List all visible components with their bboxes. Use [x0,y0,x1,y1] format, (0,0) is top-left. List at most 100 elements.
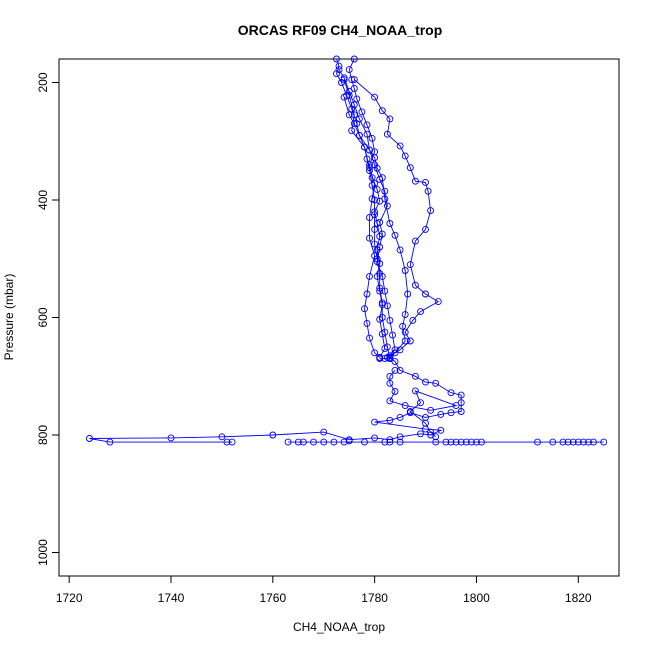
data-point [452,402,460,410]
data-point [411,372,419,380]
data-point [399,322,407,330]
data-point [383,302,391,310]
trace-line-3 [338,69,396,358]
data-point [345,111,353,119]
data-point [355,115,363,123]
data-point [363,121,371,129]
data-point [442,438,450,446]
data-point [411,237,419,245]
data-point [371,154,379,162]
data-point [427,207,435,215]
data-point [366,214,373,222]
data-point [467,438,475,446]
data-point [386,115,394,123]
data-point [422,419,429,427]
data-point [569,438,577,446]
data-point [386,316,394,324]
data-point [396,142,404,150]
data-point [381,438,389,446]
data-point [396,366,404,374]
data-point [386,220,394,227]
data-point [363,319,371,327]
data-point [381,355,389,363]
data-point [447,438,455,446]
data-point [406,337,414,345]
data-point [411,177,419,185]
data-point [396,346,404,354]
data-point [371,252,379,260]
chart-title: ORCAS RF09 CH4_NOAA_trop [238,22,443,38]
x-axis-label: CH4_NOAA_trop [293,620,385,634]
data-point [381,345,389,353]
x-tick-label: 1760 [259,591,286,605]
data-point [368,195,376,203]
data-point [376,287,384,295]
data-point [457,399,465,407]
data-point [320,438,328,446]
data-point [391,388,399,395]
data-point [294,438,302,446]
data-point [350,120,358,128]
data-point [223,438,231,446]
data-point [386,353,394,361]
data-point [462,438,470,446]
data-point [386,397,394,405]
data-point [381,195,389,203]
data-point [559,438,567,446]
y-tick-label: 200 [36,72,50,92]
y-axis-label: Pressure (mbar) [2,274,16,361]
x-tick-label: 1780 [361,591,388,605]
y-axis: 200 400 600 800 1000 [36,72,60,566]
data-point [590,438,597,446]
data-point [401,328,409,336]
data-point [86,435,93,442]
data-point [366,234,373,242]
data-point [345,437,353,445]
data-point [434,298,442,306]
x-axis: 1720 1740 1760 1780 1800 1820 [56,575,592,605]
data-point [411,281,419,289]
data-point [378,272,386,280]
data-point [422,290,429,298]
y-tick-label: 800 [36,425,50,445]
data-point [452,438,460,446]
data-point [363,155,371,163]
data-point [417,430,424,438]
data-point [348,127,356,135]
data-point [376,218,384,226]
data-point [396,438,404,446]
data-point [320,428,328,436]
data-point [422,178,429,186]
data-point [447,389,455,397]
data-point [363,130,371,138]
data-point [386,372,394,380]
data-point [350,101,358,109]
x-tick-label: 1800 [463,591,490,605]
data-point [348,76,356,84]
data-point [345,66,353,74]
data-point [106,438,114,446]
data-point [417,308,424,316]
data-point [383,202,391,210]
data-point [361,143,368,151]
y-tick-label: 600 [36,307,50,327]
data-point [534,438,541,446]
data-point [579,438,587,446]
data-point [378,299,386,307]
data-point [401,152,409,160]
data-point [386,416,394,424]
data-point [371,434,379,442]
data-point [386,438,394,446]
data-point [371,418,379,426]
data-point [299,438,307,446]
data-point [366,161,373,169]
data-point [549,438,557,446]
data-point [371,225,379,233]
data-point [401,311,409,319]
data-point [432,438,440,446]
data-point [401,267,409,274]
data-point [564,438,572,446]
data-point [386,379,394,387]
data-point [396,433,404,441]
